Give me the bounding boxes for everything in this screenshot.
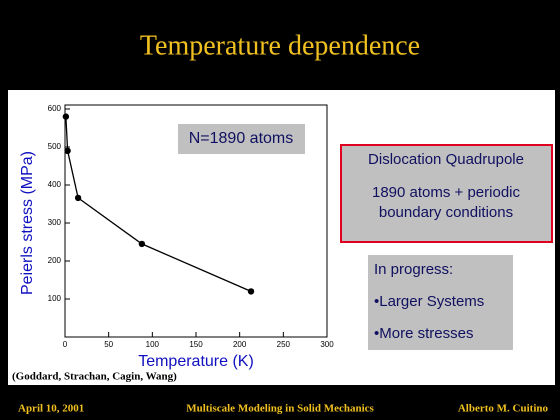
data-point: [138, 240, 146, 248]
box-line: boundary conditions: [379, 204, 513, 221]
x-tick-label: 200: [233, 340, 247, 349]
x-tick-label: 300: [320, 340, 334, 349]
data-point: [247, 288, 255, 295]
box-line: In progress:: [374, 261, 453, 278]
plot: 0 50 100 150 200 250 300 100 200 300 400 500 600 Temp…: [19, 104, 334, 370]
annotation-box: [178, 124, 305, 154]
box-line: •More stresses: [374, 325, 473, 342]
method-box: [340, 144, 553, 243]
y-tick-label: 300: [48, 218, 62, 227]
y-tick-label: 400: [48, 180, 62, 189]
progress-box: [368, 255, 513, 350]
x-tick-label: 0: [63, 340, 68, 349]
y-tick-label: 600: [48, 104, 62, 113]
y-tick-label: 500: [48, 142, 62, 151]
x-tick-label: 100: [146, 340, 160, 349]
data-point: [64, 147, 71, 154]
footer-author: Alberto M. Cuitino: [458, 403, 549, 415]
y-tick-label: 100: [48, 294, 62, 303]
y-tick-label: 200: [48, 256, 62, 265]
footer-event: Multiscale Modeling in Solid Mechanics: [186, 403, 374, 415]
x-tick-label: 250: [277, 340, 291, 349]
slide-title: Temperature dependence: [140, 30, 420, 61]
x-axis-label: Temperature (K): [138, 353, 254, 370]
box-line: 1890 atoms + periodic: [372, 184, 521, 201]
x-tick-label: 150: [189, 340, 203, 349]
y-axis-label: Peierls stress (MPa): [19, 151, 36, 295]
box-line: •Larger Systems: [374, 293, 484, 310]
footer-date: April 10, 2001: [18, 403, 84, 415]
citation: (Goddard, Strachan, Cagin, Wang): [12, 371, 177, 383]
annotation: N=1890 atoms: [189, 130, 294, 147]
box-line: Dislocation Quadrupole: [368, 151, 524, 168]
data-point: [62, 113, 70, 120]
x-tick-label: 50: [104, 340, 113, 349]
data-point: [74, 194, 82, 202]
